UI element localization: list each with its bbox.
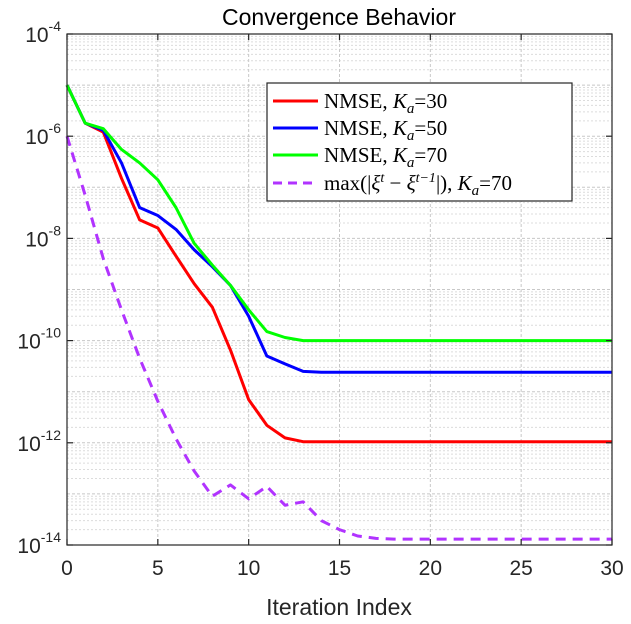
x-tick-label: 5 [152, 557, 164, 580]
y-tick-label: 10-14 [17, 529, 61, 558]
x-tick-label: 30 [600, 557, 623, 580]
x-axis-label: Iteration Index [266, 594, 412, 620]
series-line-4 [65, 135, 612, 541]
series-line-1 [65, 84, 612, 444]
x-tick-label: 20 [419, 557, 442, 580]
x-tick-label: 15 [328, 557, 351, 580]
x-tick-label: 25 [509, 557, 532, 580]
legend-label-2: NMSE, Ka=50 [324, 116, 447, 144]
tick-layer: 0 5 10 15 20 25 30 10-4 10-6 10-8 10-10 10-12 10-14 [17, 18, 623, 580]
x-tick-label: 10 [237, 557, 260, 580]
y-tick-label: 10-12 [17, 427, 61, 456]
y-tick-label: 10-6 [25, 120, 61, 149]
chart-title: Convergence Behavior [222, 4, 456, 30]
legend-label-1: NMSE, Ka=30 [324, 89, 447, 117]
y-tick-label: 10-8 [25, 222, 61, 251]
series-layer [65, 84, 612, 541]
legend-label-3: NMSE, Ka=70 [324, 143, 447, 171]
series-line-2 [65, 84, 612, 374]
y-tick-label: 10-10 [17, 325, 61, 354]
y-tick-label: 10-4 [25, 18, 61, 47]
series-line-3 [65, 84, 612, 343]
legend-label-4: max(|ξt − ξt−1|), Ka=70 [324, 171, 512, 199]
x-tick-label: 0 [61, 557, 73, 580]
legend-box [266, 82, 573, 202]
